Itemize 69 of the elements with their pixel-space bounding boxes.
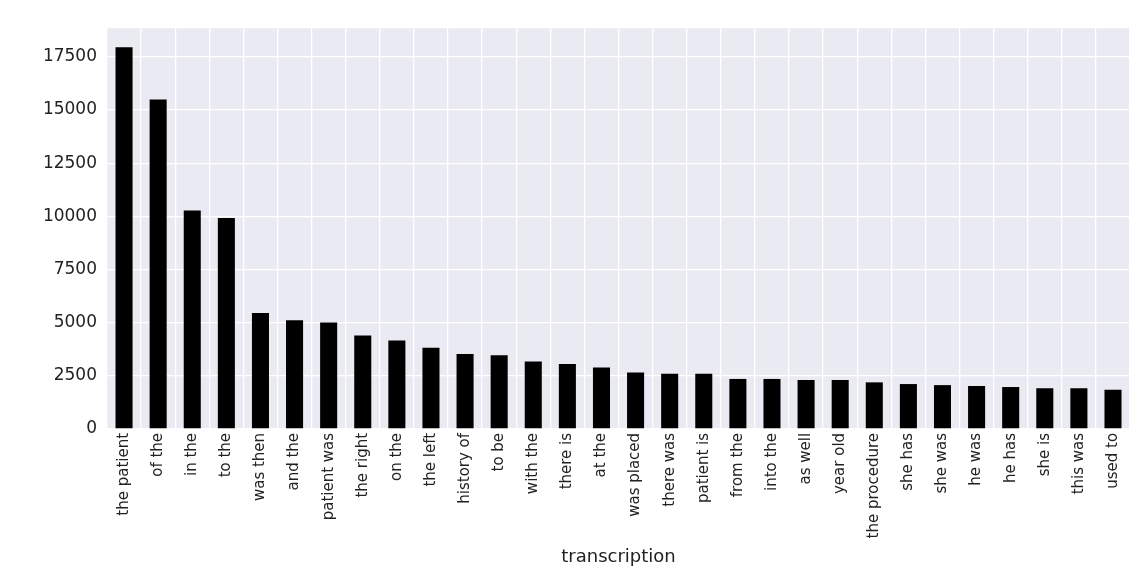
bar — [1104, 389, 1122, 429]
bar — [831, 380, 849, 429]
x-tick-label: of the — [148, 432, 167, 477]
x-tick-label: into the — [761, 432, 780, 492]
y-tick-label: 17500 — [42, 45, 97, 66]
bar — [354, 335, 372, 429]
bar — [933, 385, 952, 429]
bar — [524, 361, 542, 429]
x-tick-label: and the — [284, 432, 303, 491]
bar — [661, 373, 679, 429]
x-tick-label: in the — [182, 432, 201, 476]
bar — [320, 322, 338, 429]
x-tick-label: he was — [966, 432, 985, 486]
x-tick-label: to the — [216, 432, 235, 478]
x-tick-label: year old — [830, 432, 849, 495]
x-tick-label: the patient — [113, 432, 132, 516]
bar — [1002, 387, 1020, 429]
y-tick-label: 7500 — [53, 257, 97, 278]
x-tick-label: she is — [1034, 432, 1053, 477]
x-tick-label: history of — [454, 432, 473, 504]
bar — [797, 380, 815, 429]
x-tick-label: there was — [659, 432, 678, 507]
bar — [456, 354, 474, 429]
bar — [217, 218, 235, 429]
bar — [286, 320, 304, 429]
x-tick-label: with the — [523, 432, 542, 495]
x-tick-label: was then — [250, 432, 269, 502]
y-tick-label: 5000 — [53, 311, 97, 332]
bar — [695, 373, 713, 429]
y-tick-label: 2500 — [53, 364, 97, 385]
bar — [183, 210, 201, 429]
bar — [251, 313, 269, 429]
x-tick-label: patient is — [693, 432, 712, 504]
x-tick-label: this was — [1068, 432, 1087, 495]
x-tick-label: used to — [1102, 432, 1121, 489]
x-tick-label: at the — [591, 432, 610, 478]
bar — [1036, 388, 1054, 429]
y-tick-label: 15000 — [42, 98, 97, 119]
y-tick-label: 12500 — [42, 151, 97, 172]
x-tick-label: the right — [352, 432, 371, 498]
bar — [592, 367, 610, 429]
y-tick-label: 10000 — [42, 204, 97, 225]
bar — [763, 378, 781, 429]
x-tick-label: to be — [489, 432, 508, 472]
x-axis-title: transcription — [561, 544, 676, 566]
bar — [968, 385, 986, 429]
bar — [729, 378, 747, 429]
x-tick-label: the procedure — [864, 432, 883, 539]
x-tick-label: was placed — [625, 432, 644, 517]
x-tick-label: patient was — [318, 432, 337, 521]
bar — [899, 384, 917, 429]
x-tick-label: from the — [727, 432, 746, 498]
bar — [1070, 388, 1088, 429]
x-tick-label: on the — [386, 432, 405, 481]
bar — [149, 99, 167, 429]
x-tick-label: as well — [795, 432, 814, 485]
bar — [388, 340, 406, 429]
x-tick-label: he has — [1000, 432, 1019, 483]
x-tick-label: there is — [557, 432, 576, 490]
bar — [627, 372, 645, 429]
bar — [490, 355, 508, 429]
bar — [422, 347, 440, 429]
x-tick-label: the left — [420, 432, 439, 487]
bar — [115, 47, 133, 429]
y-tick-label: 0 — [86, 417, 97, 438]
x-tick-label: she was — [932, 432, 951, 494]
x-tick-label: she has — [898, 432, 917, 491]
bar — [558, 364, 576, 429]
bar — [865, 382, 883, 429]
